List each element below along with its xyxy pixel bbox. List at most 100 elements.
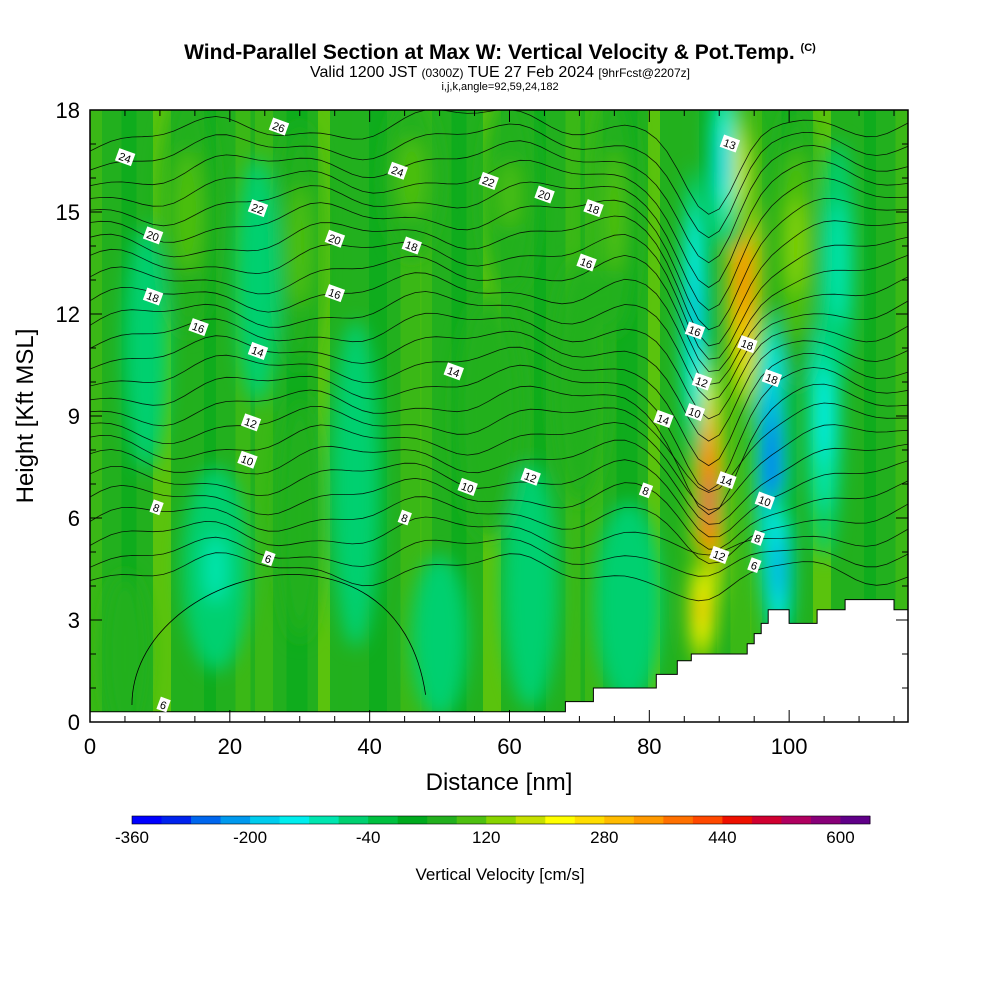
colorbar-swatch [840,816,871,824]
theta-label-text: 12 [522,470,538,485]
theta-contour [90,123,908,239]
velocity-cell [792,222,801,270]
y-tick-label: 0 [68,710,80,735]
theta-label: 18 [761,369,783,387]
theta-label-bg [709,545,730,564]
theta-label-text: 22 [250,202,266,217]
chart-subtitle: Valid 1200 JST (0300Z) TUE 27 Feb 2024 [… [0,65,1000,81]
theta-label: 16 [188,318,209,336]
theta-label-bg [747,557,762,574]
theta-label-text: 18 [764,372,780,387]
velocity-cell [525,565,536,607]
theta-contour [90,496,908,564]
colorbar-tick-label: 280 [590,828,618,847]
colorbar-swatch [132,816,163,824]
theta-label-bg [324,284,346,303]
theta-label-text: 18 [403,239,419,254]
theta-label-bg [401,236,422,255]
theta-label-bg [324,229,346,248]
colorbar-swatch [604,816,635,824]
x-tick-label: 60 [497,734,521,759]
theta-contour [90,422,908,511]
valid-date: TUE 27 Feb 2024 [467,64,594,81]
theta-contour [90,516,908,556]
colorbar-tick-label: 120 [472,828,500,847]
velocity-cell [821,392,828,440]
colorbar-swatch [722,816,753,824]
theta-label: 14 [247,341,269,360]
velocity-cell [406,164,417,192]
theta-label-text: 6 [749,560,759,573]
colorbar-swatch [663,816,694,824]
y-tick-label: 12 [56,302,80,327]
theta-label-text: 12 [694,375,710,390]
theta-contour [90,536,908,577]
theta-contour [90,159,908,288]
theta-contour [90,233,908,360]
theta-contour [90,346,908,467]
theta-label-bg [268,117,290,136]
theta-label-text: 26 [271,120,287,135]
theta-label: 16 [684,321,706,340]
colorbar-swatch [810,816,841,824]
plot-area [90,110,908,722]
theta-label: 10 [684,403,706,421]
theta-label: 10 [457,477,478,496]
theta-label-bg [534,185,555,204]
theta-label: 18 [401,236,422,255]
theta-label-bg [114,148,136,167]
colorbar-swatch [515,816,546,824]
theta-contour [90,477,908,550]
colorbar-swatch [456,816,487,824]
colorbar-swatch [692,816,723,824]
velocity-cell [610,191,619,233]
theta-contour [90,177,908,311]
theta-label-text: 16 [190,321,206,336]
theta-label: 24 [387,161,408,180]
theta-label-text: 24 [389,164,405,179]
theta-label: 6 [261,550,276,567]
theta-label: 20 [324,229,346,248]
colorbar-swatch [751,816,782,824]
theta-label-bg [457,477,478,496]
theta-label-text: 14 [250,345,266,360]
theta-label: 20 [142,226,164,244]
theta-contour [90,272,908,385]
theta-label: 24 [114,148,136,167]
theta-label-bg [261,550,276,567]
velocity-cell [622,586,634,620]
theta-label-bg [691,372,713,391]
y-tick-label: 9 [68,404,80,429]
colorbar-swatch [633,816,664,824]
theta-label-bg [237,450,258,469]
valid-time-utc: (0300Z) [421,66,464,80]
theta-label: 13 [719,134,741,153]
theta-contour [90,364,908,492]
theta-label-bg [719,134,741,153]
theta-contour [90,552,908,602]
colorbar-swatch [397,816,428,824]
colorbar-swatch [574,816,605,824]
theta-label-bg [240,413,262,432]
theta-label-text: 14 [445,365,461,380]
theta-contour [90,197,908,331]
colorbar-swatch [220,816,251,824]
velocity-cell [719,146,726,176]
terrain [90,599,908,722]
theta-label-bg [478,171,499,190]
theta-label-text: 6 [158,699,168,712]
theta-label-text: 10 [239,453,255,468]
colorbar-swatch [368,816,399,824]
theta-label-text: 14 [655,413,671,428]
theta-label-text: 12 [243,416,259,431]
valid-time-local: Valid 1200 JST [310,64,418,81]
theta-contour [90,402,908,493]
colorbar-tick-label: -360 [115,828,149,847]
theta-label-bg [247,341,269,360]
colorbar-swatch [427,816,458,824]
x-tick-label: 0 [84,734,96,759]
colorbar-frame [131,815,871,825]
theta-label-bg [576,253,597,272]
theta-label: 14 [443,362,464,380]
